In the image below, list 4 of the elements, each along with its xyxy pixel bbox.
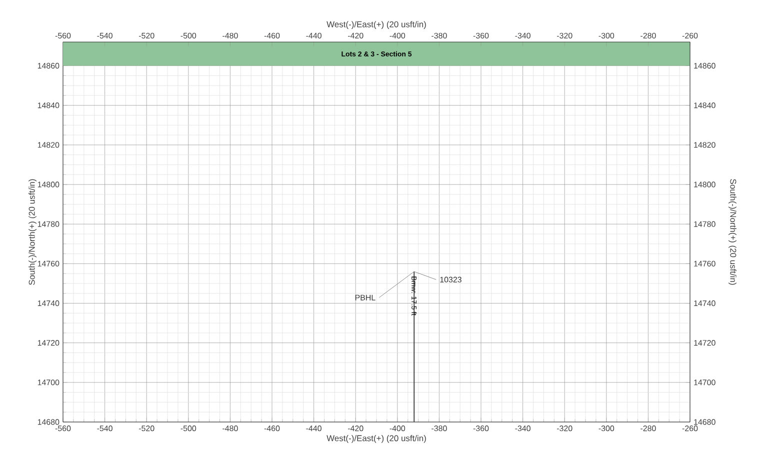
- x-axis-title: West(-)/East(+) (20 usft/in): [326, 435, 426, 443]
- y2-axis-title: South(-)/North(+) (20 usft/in): [728, 179, 736, 285]
- y-axis-title: South(-)/North(+) (20 usft/in): [28, 179, 36, 285]
- x2-axis-title: West(-)/East(+) (20 usft/in): [326, 21, 426, 29]
